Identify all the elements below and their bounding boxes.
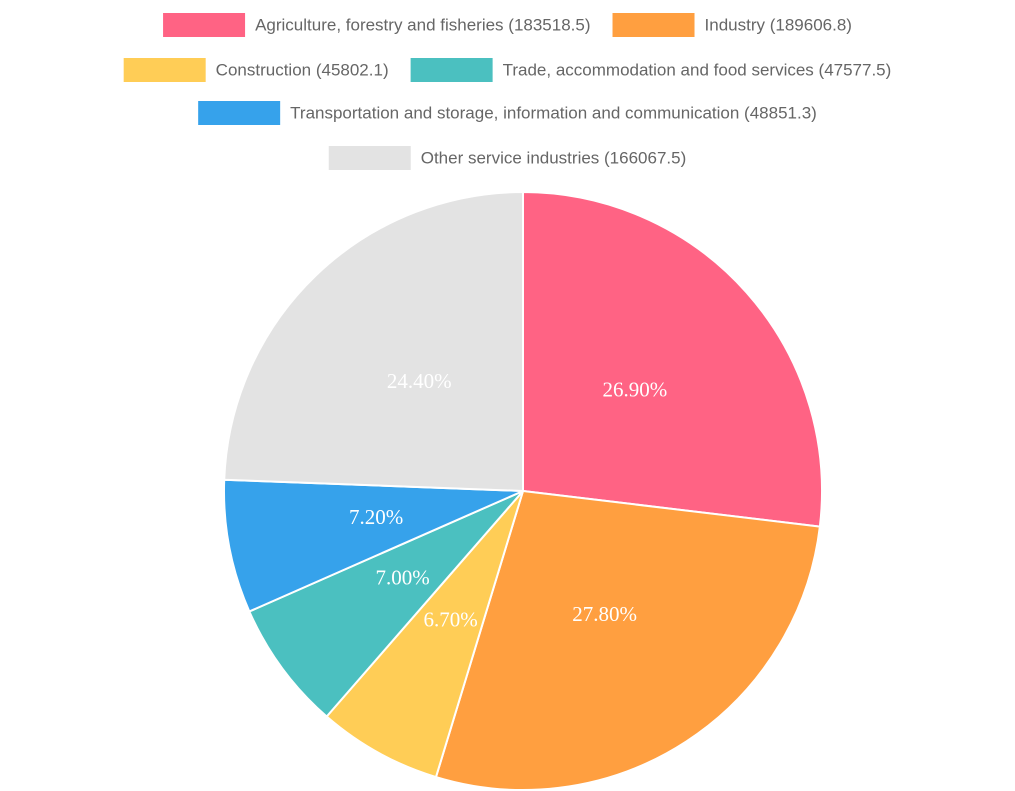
legend-label: Construction (45802.1) [216,60,389,79]
legend-row: Agriculture, forestry and fisheries (183… [163,13,852,37]
pie-slice [223,190,524,493]
legend-row: Transportation and storage, information … [198,101,817,125]
data-label: 6.70% [423,608,477,632]
data-label: 27.80% [572,602,637,626]
pie-slice [325,490,524,779]
data-label: 24.40% [387,369,452,393]
pie-slice [522,190,823,528]
legend-label: Transportation and storage, information … [290,103,817,122]
legend-swatch [328,146,411,170]
pie-slice [248,490,524,718]
legend-label: Trade, accommodation and food services (… [503,60,892,79]
legend-swatch [123,58,206,82]
legend-label: Other service industries (166067.5) [421,148,687,167]
data-label: 7.00% [375,565,429,589]
legend-swatch [198,101,281,125]
legend-swatch [163,13,246,37]
legend-row: Other service industries (166067.5) [328,146,687,170]
legend-swatch [612,13,695,37]
pie-slice [434,489,821,791]
data-label: 7.20% [349,505,403,529]
data-label: 26.90% [602,378,667,402]
pie-slice [223,478,524,613]
legend-row: Construction (45802.1) Trade, accommodati… [123,58,892,82]
legend-swatch [410,58,493,82]
legend-label: Industry (189606.8) [705,15,852,34]
legend-label: Agriculture, forestry and fisheries (183… [255,15,590,34]
